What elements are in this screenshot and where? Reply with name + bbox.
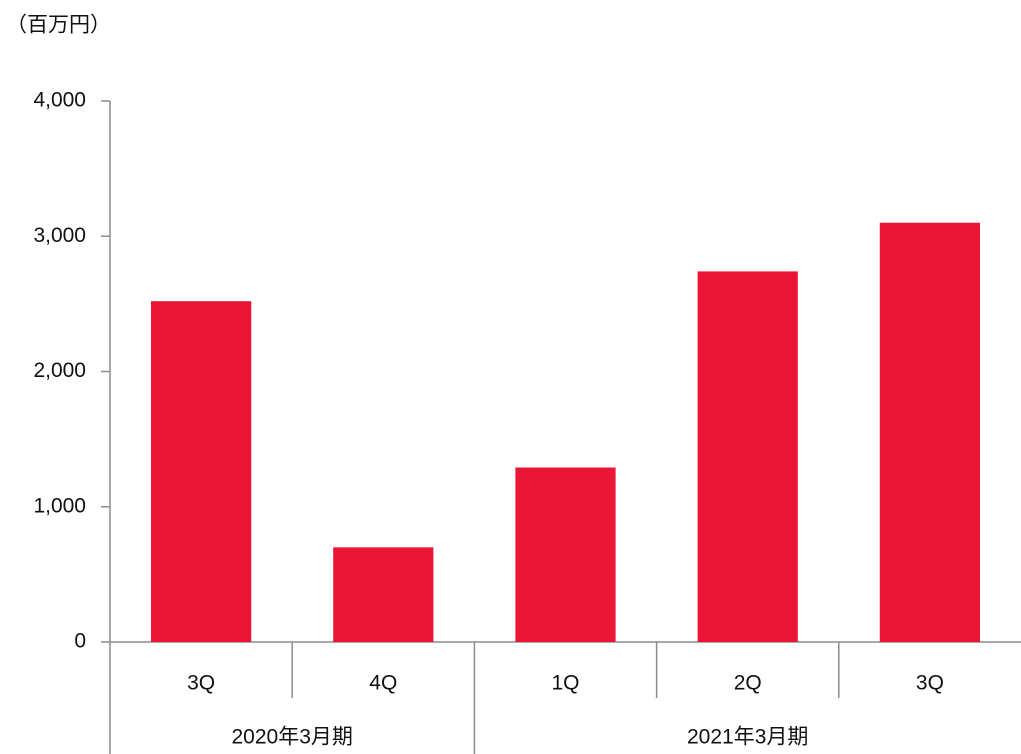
x-tick-label: 3Q <box>187 672 215 695</box>
y-tick-label: 1,000 <box>33 494 86 517</box>
y-tick-label: 2,000 <box>33 359 86 382</box>
y-tick-label: 4,000 <box>33 89 86 112</box>
group-label: 2020年3月期 <box>231 726 352 749</box>
y-tick-label: 0 <box>74 630 86 653</box>
x-tick-label: 1Q <box>551 672 579 695</box>
bar <box>333 547 434 642</box>
bar <box>879 222 981 642</box>
x-tick-label: 3Q <box>916 672 944 695</box>
bar <box>697 271 798 642</box>
unit-label: （百万円） <box>6 14 111 37</box>
y-tick-label: 3,000 <box>33 224 86 247</box>
x-tick-label: 2Q <box>734 672 762 695</box>
x-tick-label: 4Q <box>369 672 397 695</box>
bar <box>515 467 616 642</box>
bar <box>150 301 252 642</box>
group-label: 2021年3月期 <box>687 726 808 749</box>
